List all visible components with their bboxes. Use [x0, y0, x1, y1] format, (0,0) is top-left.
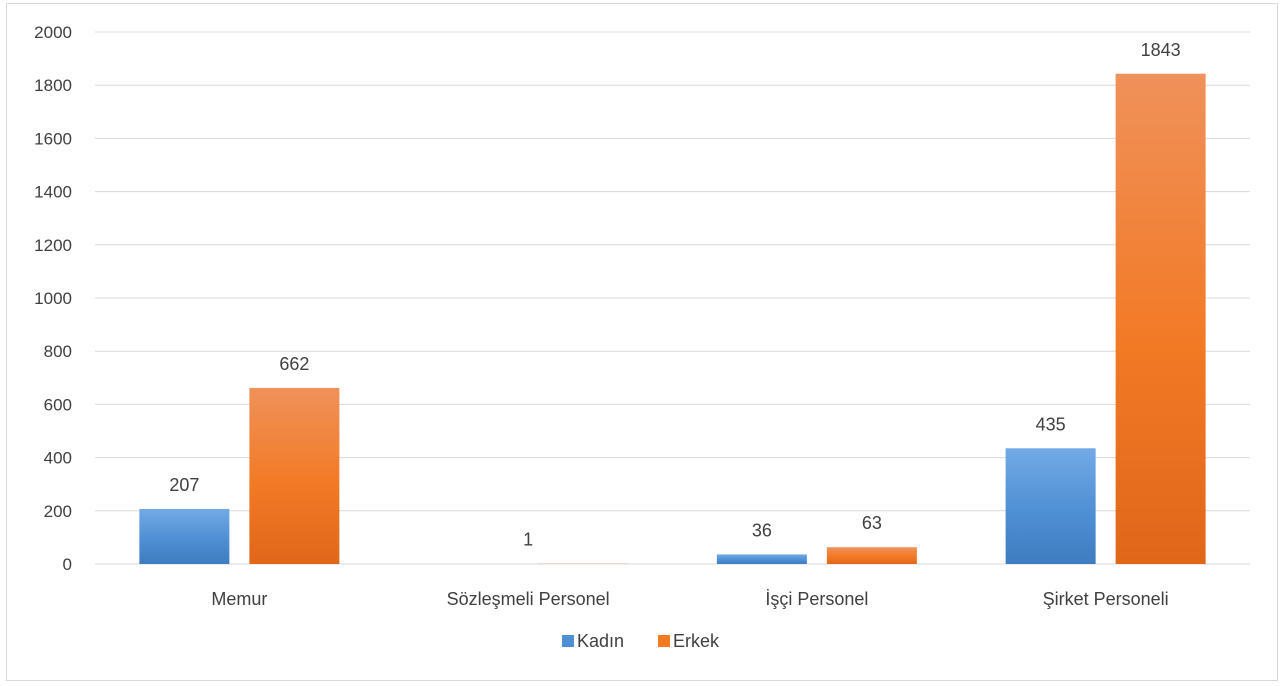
data-label-erkek: 662: [279, 354, 309, 374]
bar-kadın: [139, 508, 230, 564]
data-label-erkek: 63: [862, 513, 882, 533]
bar-kadın: [716, 554, 807, 564]
bar-erkek: [249, 387, 340, 564]
y-axis-ticks: 0 200 400 600 800 1000 1200 1400 1600 1800 2000: [34, 23, 72, 574]
y-tick-label: 1400: [34, 183, 72, 202]
y-tick-label: 800: [44, 342, 72, 361]
data-label-kadın: 435: [1036, 414, 1066, 434]
chart-frame: [6, 3, 1278, 681]
y-tick-label: 1800: [34, 76, 72, 95]
data-label-erkek: 1: [523, 530, 533, 550]
data-label-kadın: 207: [169, 475, 199, 495]
bar-kadın: [1005, 448, 1096, 564]
x-category-label: Sözleşmeli Personel: [447, 589, 610, 609]
legend-item-erkek: Erkek: [658, 631, 720, 651]
y-tick-label: 600: [44, 395, 72, 414]
y-tick-label: 400: [44, 449, 72, 468]
bars: [139, 73, 1206, 565]
legend-item-kadın: Kadın: [562, 631, 624, 651]
data-label-kadın: 36: [752, 520, 772, 540]
y-tick-label: 0: [63, 555, 72, 574]
legend: Kadın Erkek: [562, 631, 720, 651]
x-axis-categories: Memur Sözleşmeli Personel İşçi Personel Şir…: [211, 589, 1168, 609]
data-labels: 207 662 1 36 63 435 1843: [169, 40, 1180, 550]
x-category-label: İşçi Personel: [765, 589, 868, 609]
y-tick-label: 200: [44, 502, 72, 521]
legend-swatch: [562, 635, 574, 647]
y-tick-label: 2000: [34, 23, 72, 42]
y-tick-label: 1600: [34, 129, 72, 148]
bar-erkek: [1115, 73, 1206, 565]
y-tick-label: 1200: [34, 236, 72, 255]
data-label-erkek: 1843: [1141, 40, 1181, 60]
x-category-label: Şirket Personeli: [1043, 589, 1169, 609]
legend-label: Kadın: [577, 631, 624, 651]
y-tick-label: 1000: [34, 289, 72, 308]
bar-erkek: [826, 547, 917, 564]
legend-swatch: [658, 635, 670, 647]
x-category-label: Memur: [211, 589, 267, 609]
legend-label: Erkek: [673, 631, 720, 651]
